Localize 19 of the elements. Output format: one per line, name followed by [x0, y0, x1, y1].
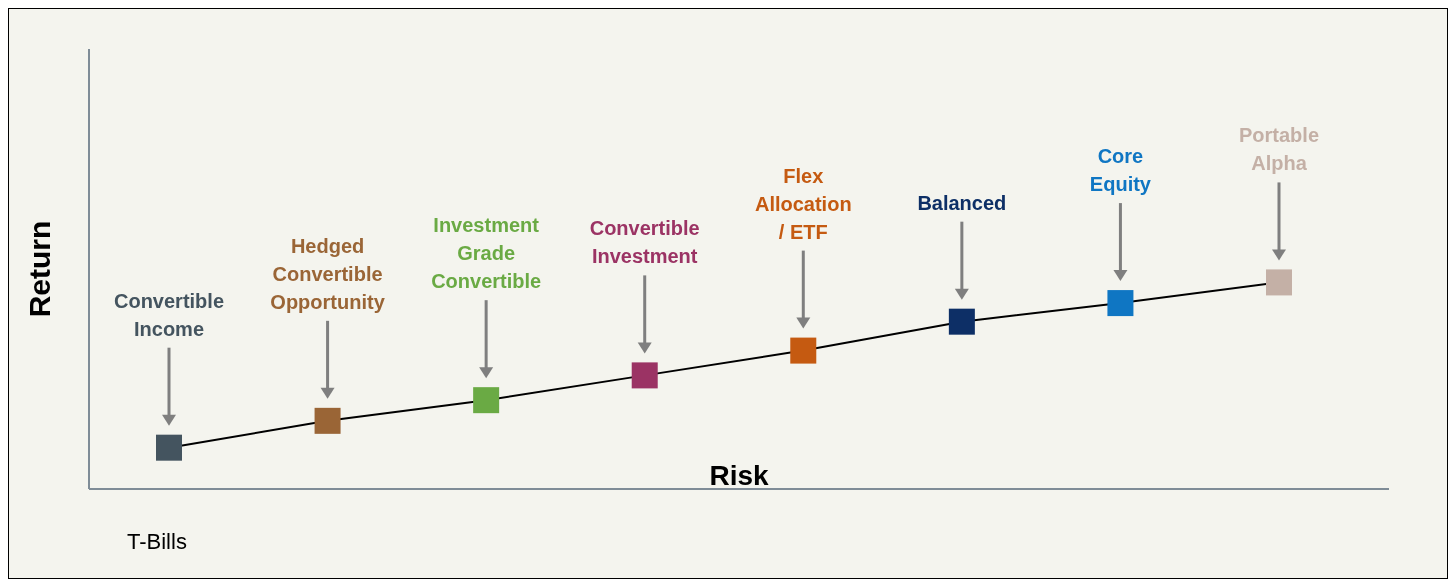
point — [631, 362, 658, 389]
text: Convertible Investment — [589, 217, 700, 268]
point — [948, 308, 975, 335]
x-axis-title: Risk — [709, 460, 769, 491]
point — [1266, 269, 1292, 296]
point — [1107, 290, 1134, 317]
annotation: Investment Grade Convertible — [431, 214, 542, 293]
y-axis-title: Return — [22, 220, 56, 318]
text: Core Equity — [1089, 145, 1152, 196]
annotation: Hedged Convertible Opportunity — [270, 234, 386, 313]
text: Portable Alpha — [1238, 124, 1320, 175]
point — [314, 407, 341, 434]
text: T-Bills — [127, 529, 187, 555]
text: Balanced — [917, 191, 1007, 214]
annotation: Convertible Income — [113, 289, 225, 340]
point — [156, 434, 182, 461]
point — [790, 337, 817, 364]
point — [473, 387, 500, 414]
text: Flex Allocation / ETF — [754, 164, 852, 243]
